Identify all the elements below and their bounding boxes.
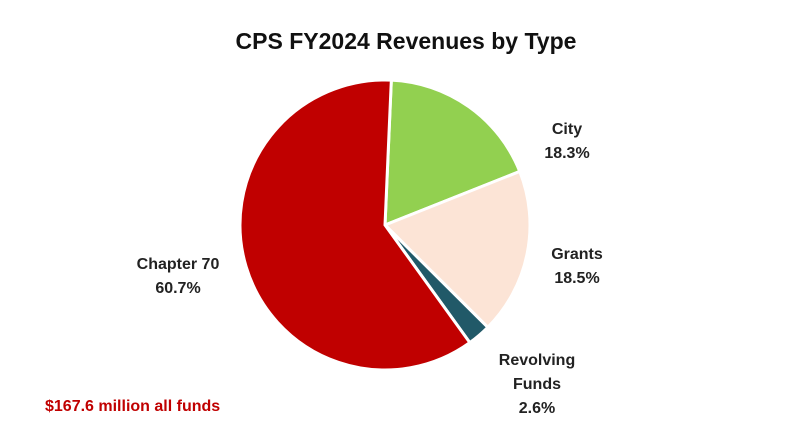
value-label: 18.3% [544, 145, 590, 162]
category-label: City [551, 121, 583, 138]
category-label: Revolving Funds [498, 352, 576, 393]
pie-slice [383, 78, 522, 228]
slice-label: Grants 18.5% [517, 243, 637, 291]
chart-title: CPS FY2024 Revenues by Type [235, 28, 577, 54]
category-label: Chapter 70 [136, 256, 220, 273]
annotation: $167.6 million all funds [45, 398, 221, 415]
slice-label: City 18.3% [507, 118, 627, 166]
value-label: 2.6% [518, 400, 556, 417]
category-label: Grants [551, 246, 603, 263]
slice-label: Revolving Funds 2.6% [487, 349, 587, 421]
slice-label: Chapter 70 60.7% [118, 253, 238, 301]
pie-slice [382, 169, 532, 330]
pie-slice [238, 78, 472, 372]
value-label: 18.5% [554, 270, 600, 287]
value-label: 60.7% [155, 280, 201, 297]
